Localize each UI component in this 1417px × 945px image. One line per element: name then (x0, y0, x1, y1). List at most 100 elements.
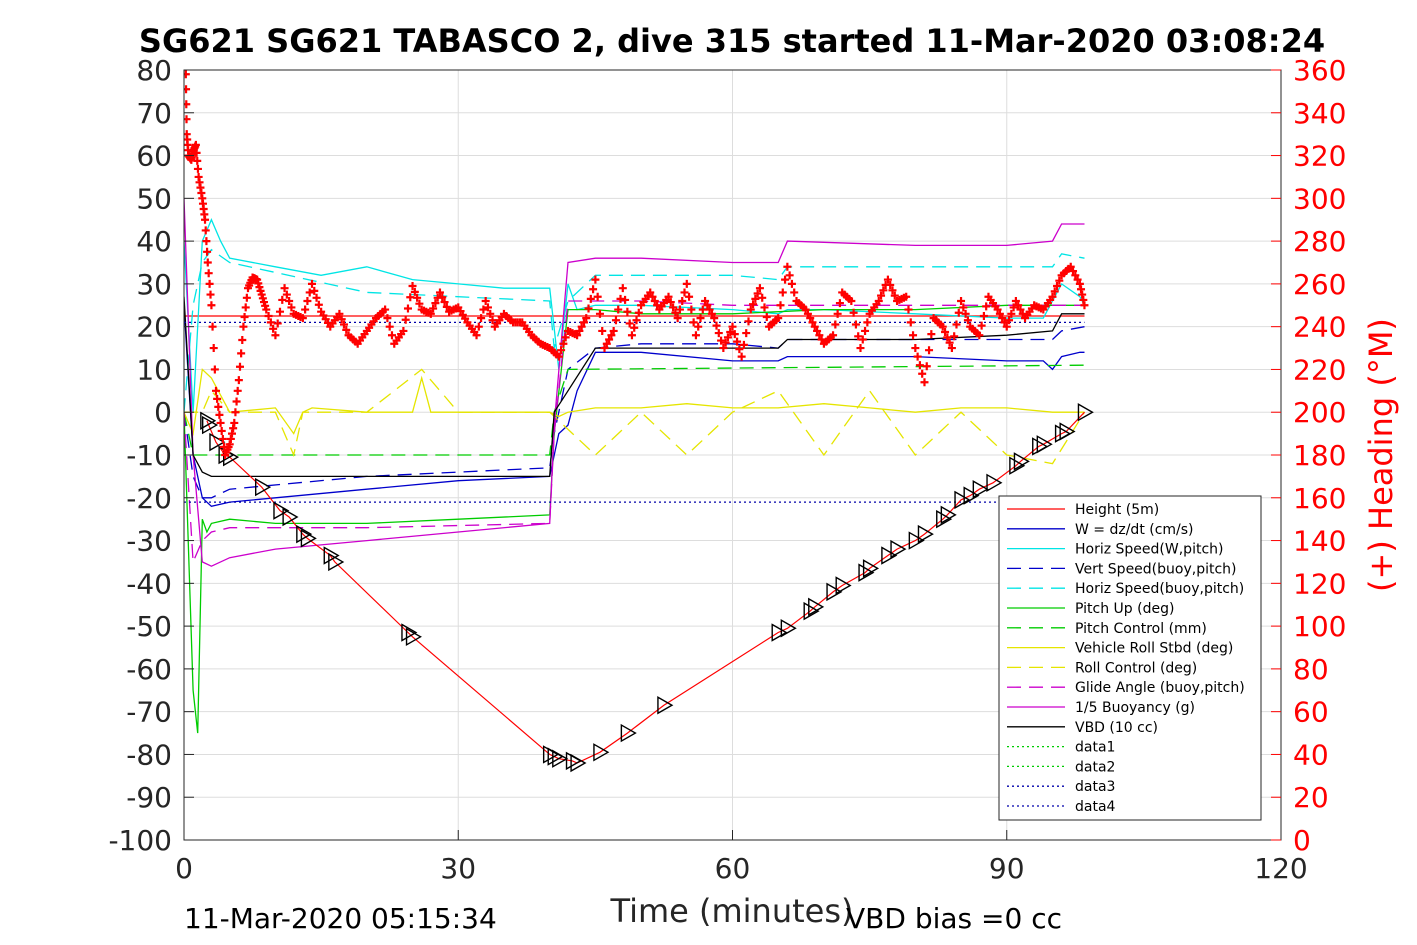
y-tick-label: -60 (126, 653, 172, 686)
depth-marker (835, 576, 852, 595)
depth-marker (328, 552, 345, 572)
heading-marker (630, 323, 639, 332)
legend-label: data3 (1075, 779, 1115, 795)
heading-marker (237, 349, 246, 358)
heading-marker (861, 326, 870, 335)
y-tick-label: 50 (136, 182, 172, 215)
heading-marker (913, 352, 922, 361)
heading-marker (184, 115, 191, 124)
heading-marker (307, 279, 316, 288)
heading-marker (671, 308, 680, 317)
heading-marker (387, 331, 396, 340)
heading-marker (691, 331, 700, 340)
heading-marker (557, 346, 566, 355)
heading-marker (938, 322, 947, 331)
series-line (184, 198, 1085, 567)
heading-marker (1011, 297, 1020, 305)
heading-marker (883, 275, 892, 284)
x-tick-label: 0 (175, 852, 193, 885)
heading-marker (399, 326, 408, 335)
y2-tick-label: 40 (1293, 738, 1329, 771)
heading-marker (753, 289, 762, 298)
heading-marker (1005, 316, 1014, 325)
heading-marker (760, 303, 769, 312)
y2-tick-label: 100 (1293, 610, 1346, 643)
heading-marker (922, 362, 931, 371)
chart-title: SG621 SG621 TABASCO 2, dive 315 started … (139, 22, 1325, 60)
y2-tick-label: 0 (1293, 824, 1311, 857)
heading-marker (238, 336, 247, 345)
series-line (184, 364, 1085, 456)
heading-marker (410, 287, 419, 296)
heading-marker (810, 322, 819, 331)
heading-marker (790, 288, 799, 297)
heading-marker (712, 321, 721, 330)
heading-marker (696, 314, 705, 323)
y2-tick-label: 20 (1293, 781, 1329, 814)
heading-marker (406, 293, 415, 302)
heading-marker (742, 329, 751, 338)
heading-marker (191, 140, 200, 149)
heading-marker (945, 338, 954, 347)
depth-marker (917, 524, 934, 544)
y-tick-label: 30 (136, 268, 172, 301)
heading-marker (282, 290, 291, 299)
y-tick-label: -30 (126, 525, 172, 558)
y-tick-label: -100 (108, 824, 172, 857)
heading-marker (413, 293, 422, 302)
heading-marker (426, 309, 435, 318)
depth-marker (881, 546, 898, 565)
heading-marker (730, 330, 739, 339)
heading-marker (209, 344, 218, 353)
heading-marker (483, 303, 492, 312)
y-tick-label: -20 (126, 482, 172, 515)
depth-marker (986, 473, 1003, 493)
heading-marker (589, 285, 598, 294)
depth-marker (1036, 435, 1053, 454)
heading-marker (717, 336, 726, 345)
heading-marker (203, 247, 212, 256)
heading-marker (886, 280, 895, 289)
heading-marker (271, 331, 280, 340)
heading-marker (879, 286, 888, 295)
heading-marker (927, 330, 936, 339)
legend-label: data2 (1075, 759, 1115, 775)
heading-marker (733, 337, 742, 346)
heading-marker (227, 429, 236, 438)
heading-marker (383, 314, 392, 323)
y-tick-label: -50 (126, 610, 172, 643)
heading-marker (573, 331, 582, 340)
legend-label: data1 (1075, 740, 1115, 756)
heading-marker (858, 335, 867, 344)
heading-marker (801, 305, 810, 314)
heading-marker (739, 340, 748, 349)
heading-marker (1002, 322, 1011, 331)
series-line (184, 296, 1085, 478)
legend-label: Vehicle Roll Stbd (deg) (1075, 641, 1233, 657)
heading-marker (808, 318, 817, 327)
heading-marker (215, 410, 224, 419)
y2-tick-label: 260 (1293, 268, 1346, 301)
heading-marker (918, 369, 927, 378)
y2-tick-label: 120 (1293, 567, 1346, 600)
y-tick-label: 20 (136, 311, 172, 344)
heading-marker (723, 333, 732, 342)
depth-marker (209, 432, 226, 452)
heading-marker (963, 316, 972, 325)
y-tick-label: 60 (136, 140, 172, 173)
heading-marker (687, 305, 696, 314)
heading-marker (998, 314, 1007, 323)
heading-marker (911, 344, 920, 353)
heading-marker (1080, 301, 1089, 310)
heading-marker (648, 292, 657, 301)
depth-marker (552, 749, 569, 768)
depth-marker (593, 743, 610, 762)
heading-marker (888, 286, 897, 295)
y-tick-label: -10 (126, 439, 172, 472)
depth-marker (963, 486, 980, 505)
heading-marker (431, 299, 440, 308)
heading-marker (559, 339, 568, 348)
heading-marker (943, 333, 952, 342)
depth-marker (826, 582, 843, 602)
